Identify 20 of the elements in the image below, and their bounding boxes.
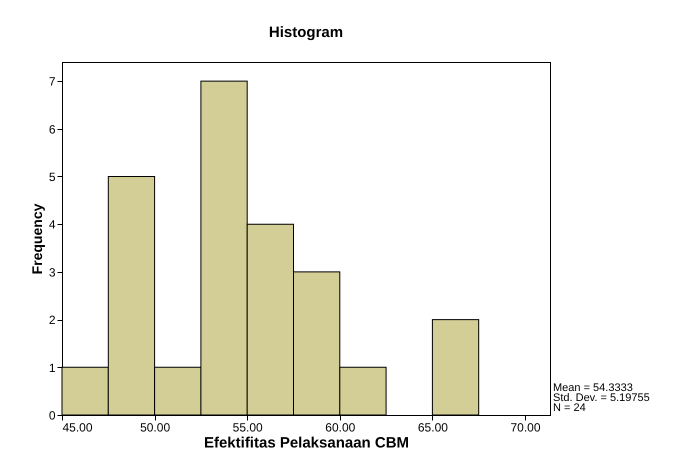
text: N = 24 bbox=[553, 402, 586, 414]
y-tick-label: 6 bbox=[48, 122, 56, 136]
y-tick-label: 4 bbox=[48, 218, 56, 232]
x-tick-label: 70.00 bbox=[510, 420, 541, 434]
y-tick-label: 1 bbox=[48, 360, 56, 375]
y-axis-title: Frequency bbox=[28, 203, 45, 274]
y-tick-label: 0 bbox=[48, 408, 56, 422]
y-tick-label: 5 bbox=[48, 170, 56, 184]
x-tick-label: 55.00 bbox=[232, 420, 264, 434]
text: Std. Dev. = 5.19755 bbox=[553, 392, 650, 404]
text: Mean = 54.3333 bbox=[553, 382, 633, 394]
x-axis-title: Efektifitas Pelaksanaan CBM bbox=[204, 434, 410, 452]
x-tick-label: 50.00 bbox=[140, 420, 170, 434]
x-tick-label: 65.00 bbox=[418, 420, 448, 434]
y-tick-label: 7 bbox=[48, 74, 56, 89]
y-tick-label: 3 bbox=[48, 265, 56, 280]
chart-title: Histogram bbox=[268, 24, 344, 41]
x-tick-label: 60.00 bbox=[325, 420, 356, 434]
y-tick-label: 2 bbox=[48, 313, 56, 328]
x-tick-label: 45.00 bbox=[62, 420, 93, 434]
